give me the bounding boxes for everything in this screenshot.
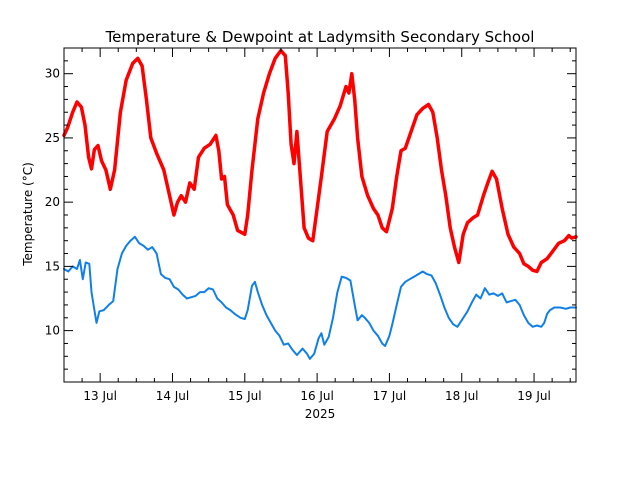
x-tick-label: 13 Jul bbox=[83, 389, 117, 403]
y-tick-label: 10 bbox=[45, 324, 60, 338]
y-tick-label: 15 bbox=[45, 259, 60, 273]
x-tick-label: 15 Jul bbox=[228, 389, 262, 403]
y-tick-label: 20 bbox=[45, 195, 60, 209]
plot-lines bbox=[62, 48, 578, 360]
x-axis-label: 2025 bbox=[305, 407, 336, 421]
axis-ticks: 13 Jul 14 Jul 15 Jul 16 Jul 17 Jul 18 Jul 19 J… bbox=[45, 47, 576, 403]
x-tick-label: 17 Jul bbox=[373, 389, 407, 403]
y-tick-label: 30 bbox=[45, 67, 60, 81]
x-tick-label: 19 Jul bbox=[517, 389, 551, 403]
x-tick-label: 14 Jul bbox=[156, 389, 190, 403]
y-tick-label: 25 bbox=[45, 131, 60, 145]
temperature-series-line bbox=[62, 48, 578, 274]
x-tick-label: 18 Jul bbox=[445, 389, 479, 403]
dewpoint-series-line bbox=[63, 235, 577, 360]
chart-title: Temperature & Dewpoint at Ladymsith Seco… bbox=[105, 28, 535, 46]
y-axis-label: Temperature (°C) bbox=[21, 162, 35, 267]
plot-frame bbox=[63, 47, 577, 383]
x-tick-label: 16 Jul bbox=[300, 389, 334, 403]
